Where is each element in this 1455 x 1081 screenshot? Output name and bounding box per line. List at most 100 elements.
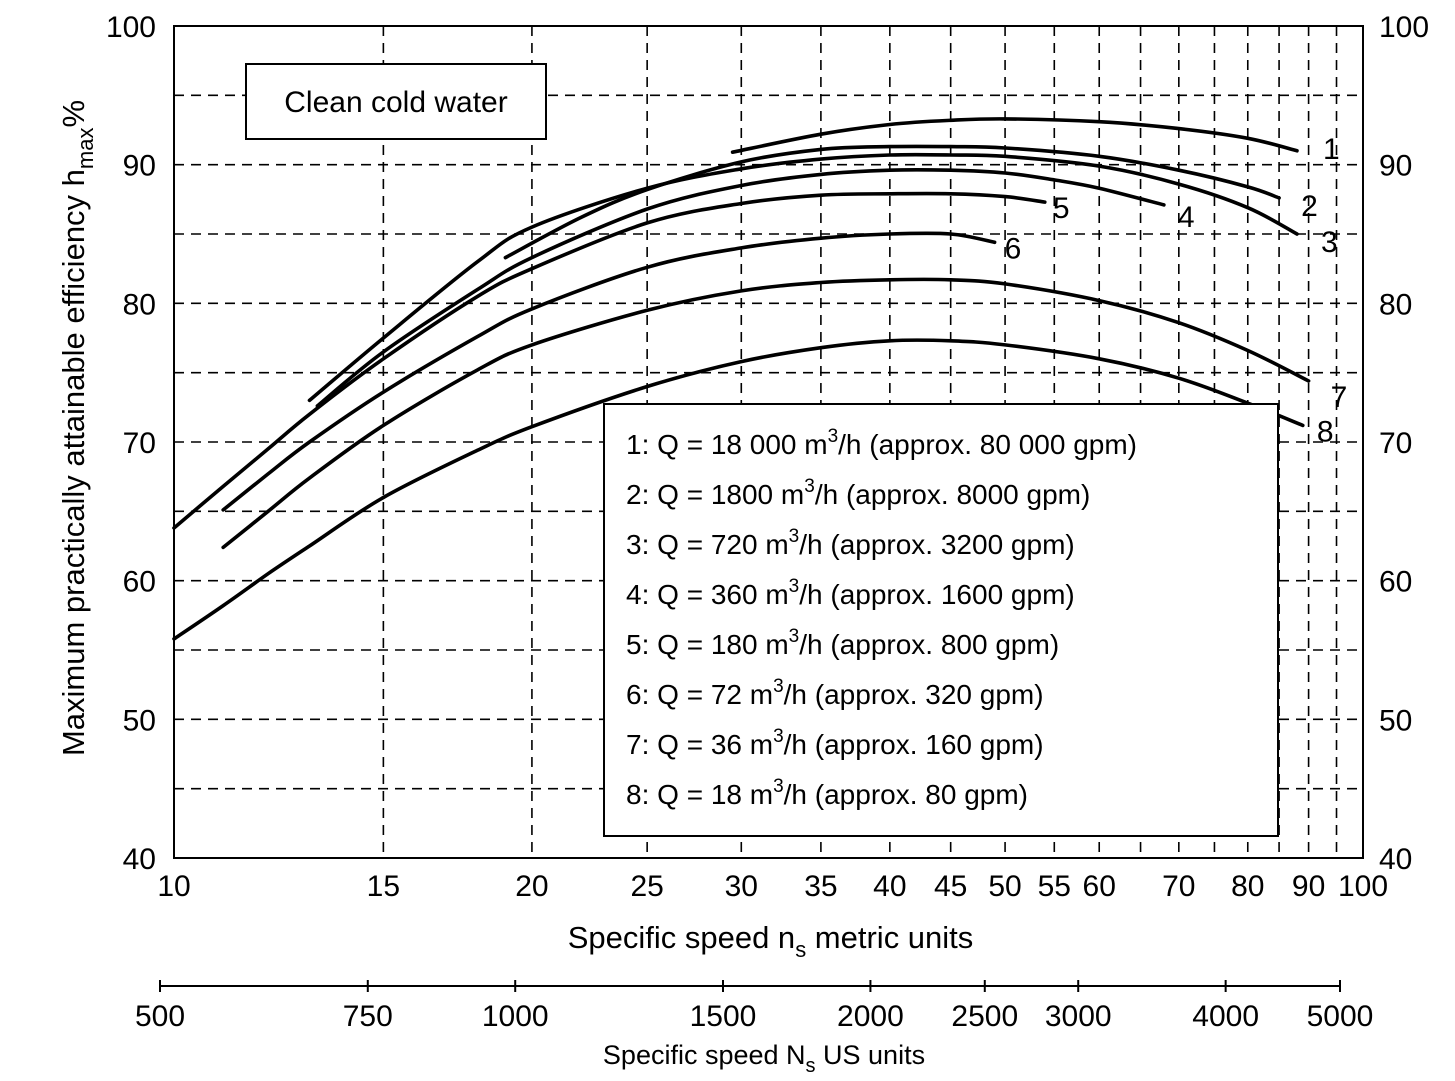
curve-label-4: 4 bbox=[1178, 201, 1195, 234]
plot-frame bbox=[173, 25, 1364, 859]
legend-entry: 2: Q = 1800 m3/h (approx. 8000 gpm) bbox=[626, 476, 1090, 510]
legend-frame bbox=[603, 403, 1279, 837]
us-tick-label: 750 bbox=[343, 1000, 393, 1033]
legend-label-rest: /h (approx. 80 000 gpm) bbox=[838, 429, 1137, 460]
legend-label: Q = 36 m bbox=[657, 729, 773, 760]
curve-label-8: 8 bbox=[1317, 415, 1334, 448]
x-axis-title: Specific speed ns metric units bbox=[568, 920, 974, 962]
x-tick-label: 90 bbox=[1292, 870, 1325, 903]
us-tick-label: 1500 bbox=[690, 1000, 757, 1033]
x-axis-title-main: Specific speed n bbox=[568, 920, 795, 955]
legend-label: Q = 720 m bbox=[657, 529, 789, 560]
x-tick-label: 50 bbox=[988, 870, 1021, 903]
legend-entry: 7: Q = 36 m3/h (approx. 160 gpm) bbox=[626, 726, 1044, 760]
y-tick-label-right: 70 bbox=[1379, 427, 1412, 460]
legend-entry: 6: Q = 72 m3/h (approx. 320 gpm) bbox=[626, 676, 1044, 710]
us-tick-label: 500 bbox=[135, 1000, 185, 1033]
us-axis-title-sub: s bbox=[806, 1055, 816, 1077]
legend-label-rest: /h (approx. 3200 gpm) bbox=[799, 529, 1075, 560]
x-tick-label: 80 bbox=[1231, 870, 1264, 903]
legend-entry: 8: Q = 18 m3/h (approx. 80 gpm) bbox=[626, 776, 1028, 810]
legend-label: Q = 360 m bbox=[657, 579, 789, 610]
curve-8 bbox=[172, 338, 1305, 641]
legend-key: 1: bbox=[626, 429, 657, 460]
y-tick-label: 80 bbox=[123, 288, 156, 321]
legend-entry: 4: Q = 360 m3/h (approx. 1600 gpm) bbox=[626, 576, 1075, 610]
legend-key: 7: bbox=[626, 729, 657, 760]
legend-superscript: 3 bbox=[804, 476, 815, 497]
legend-entry: 5: Q = 180 m3/h (approx. 800 gpm) bbox=[626, 626, 1059, 660]
y-axis-title-suffix: % bbox=[56, 100, 91, 128]
annotation-text: Clean cold water bbox=[284, 86, 507, 119]
curve-6 bbox=[221, 231, 997, 512]
legend-label-rest: /h (approx. 80 gpm) bbox=[784, 779, 1028, 810]
legend-superscript: 3 bbox=[773, 776, 784, 797]
x-tick-label: 40 bbox=[873, 870, 906, 903]
legend-superscript: 3 bbox=[789, 626, 800, 647]
y-axis-title: Maximum practically attainable efficienc… bbox=[56, 100, 98, 756]
legend-key: 4: bbox=[626, 579, 657, 610]
y-tick-label-right: 80 bbox=[1379, 288, 1412, 321]
y-tick-label: 60 bbox=[123, 566, 156, 599]
curve-label-1: 1 bbox=[1323, 133, 1340, 166]
curve-7 bbox=[221, 277, 1311, 550]
legend-label: Q = 18 000 m bbox=[657, 429, 827, 460]
legend-label: Q = 72 m bbox=[657, 679, 773, 710]
y-tick-label: 100 bbox=[106, 11, 156, 44]
x-tick-label: 55 bbox=[1038, 870, 1071, 903]
legend-label: Q = 1800 m bbox=[657, 479, 804, 510]
legend: 1: Q = 18 000 m3/h (approx. 80 000 gpm)2… bbox=[603, 403, 1279, 837]
legend-key: 6: bbox=[626, 679, 657, 710]
x-tick-label: 10 bbox=[157, 870, 190, 903]
x-tick-label: 70 bbox=[1162, 870, 1195, 903]
us-axis-title-main: Specific speed N bbox=[603, 1040, 806, 1070]
x-tick-label: 60 bbox=[1083, 870, 1116, 903]
us-tick-label: 2000 bbox=[837, 1000, 904, 1033]
curve-2 bbox=[503, 144, 1281, 260]
x-tick-label: 20 bbox=[515, 870, 548, 903]
x-tick-label: 35 bbox=[804, 870, 837, 903]
us-units-axis: 500 750 1000 1500 2000 2500 3000 4000 5000 bbox=[135, 980, 1373, 1033]
legend-label-rest: /h (approx. 8000 gpm) bbox=[815, 479, 1091, 510]
legend-superscript: 3 bbox=[773, 676, 784, 697]
curve-label-6: 6 bbox=[1005, 232, 1022, 265]
y-tick-label: 70 bbox=[123, 427, 156, 460]
curve-label-7: 7 bbox=[1331, 381, 1348, 414]
y-tick-label-right: 40 bbox=[1379, 843, 1412, 876]
legend-label-rest: /h (approx. 320 gpm) bbox=[784, 679, 1044, 710]
us-tick-label: 2500 bbox=[951, 1000, 1018, 1033]
y-axis-title-sub: max bbox=[73, 128, 98, 170]
y-tick-label-right: 50 bbox=[1379, 704, 1412, 737]
y-axis-title-main: Maximum practically attainable efficienc… bbox=[56, 169, 91, 756]
legend-superscript: 3 bbox=[789, 576, 800, 597]
y-tick-label: 50 bbox=[123, 704, 156, 737]
y-tick-label: 40 bbox=[123, 843, 156, 876]
legend-key: 2: bbox=[626, 479, 657, 510]
y-tick-label-right: 60 bbox=[1379, 566, 1412, 599]
us-tick-label: 3000 bbox=[1045, 1000, 1112, 1033]
legend-entry: 3: Q = 720 m3/h (approx. 3200 gpm) bbox=[626, 526, 1075, 560]
legend-key: 5: bbox=[626, 629, 657, 660]
y-tick-label: 90 bbox=[123, 150, 156, 183]
legend-superscript: 3 bbox=[773, 726, 784, 747]
us-tick-label: 1000 bbox=[482, 1000, 549, 1033]
curve-5 bbox=[172, 191, 1047, 530]
annotation-box: Clean cold water bbox=[245, 63, 547, 140]
curve-label-2: 2 bbox=[1301, 190, 1318, 223]
legend-label-rest: /h (approx. 160 gpm) bbox=[784, 729, 1044, 760]
us-tick-label: 4000 bbox=[1192, 1000, 1259, 1033]
curve-label-5: 5 bbox=[1053, 192, 1070, 225]
us-tick-label: 5000 bbox=[1307, 1000, 1374, 1033]
x-tick-label: 15 bbox=[367, 870, 400, 903]
curve-label-3: 3 bbox=[1321, 226, 1338, 259]
legend-label-rest: /h (approx. 1600 gpm) bbox=[799, 579, 1075, 610]
y-tick-label-right: 100 bbox=[1379, 11, 1429, 44]
curve-1 bbox=[730, 117, 1299, 154]
x-tick-label: 30 bbox=[725, 870, 758, 903]
legend-entry: 1: Q = 18 000 m3/h (approx. 80 000 gpm) bbox=[626, 426, 1137, 460]
us-axis-title: Specific speed Ns US units bbox=[603, 1040, 925, 1077]
legend-key: 3: bbox=[626, 529, 657, 560]
